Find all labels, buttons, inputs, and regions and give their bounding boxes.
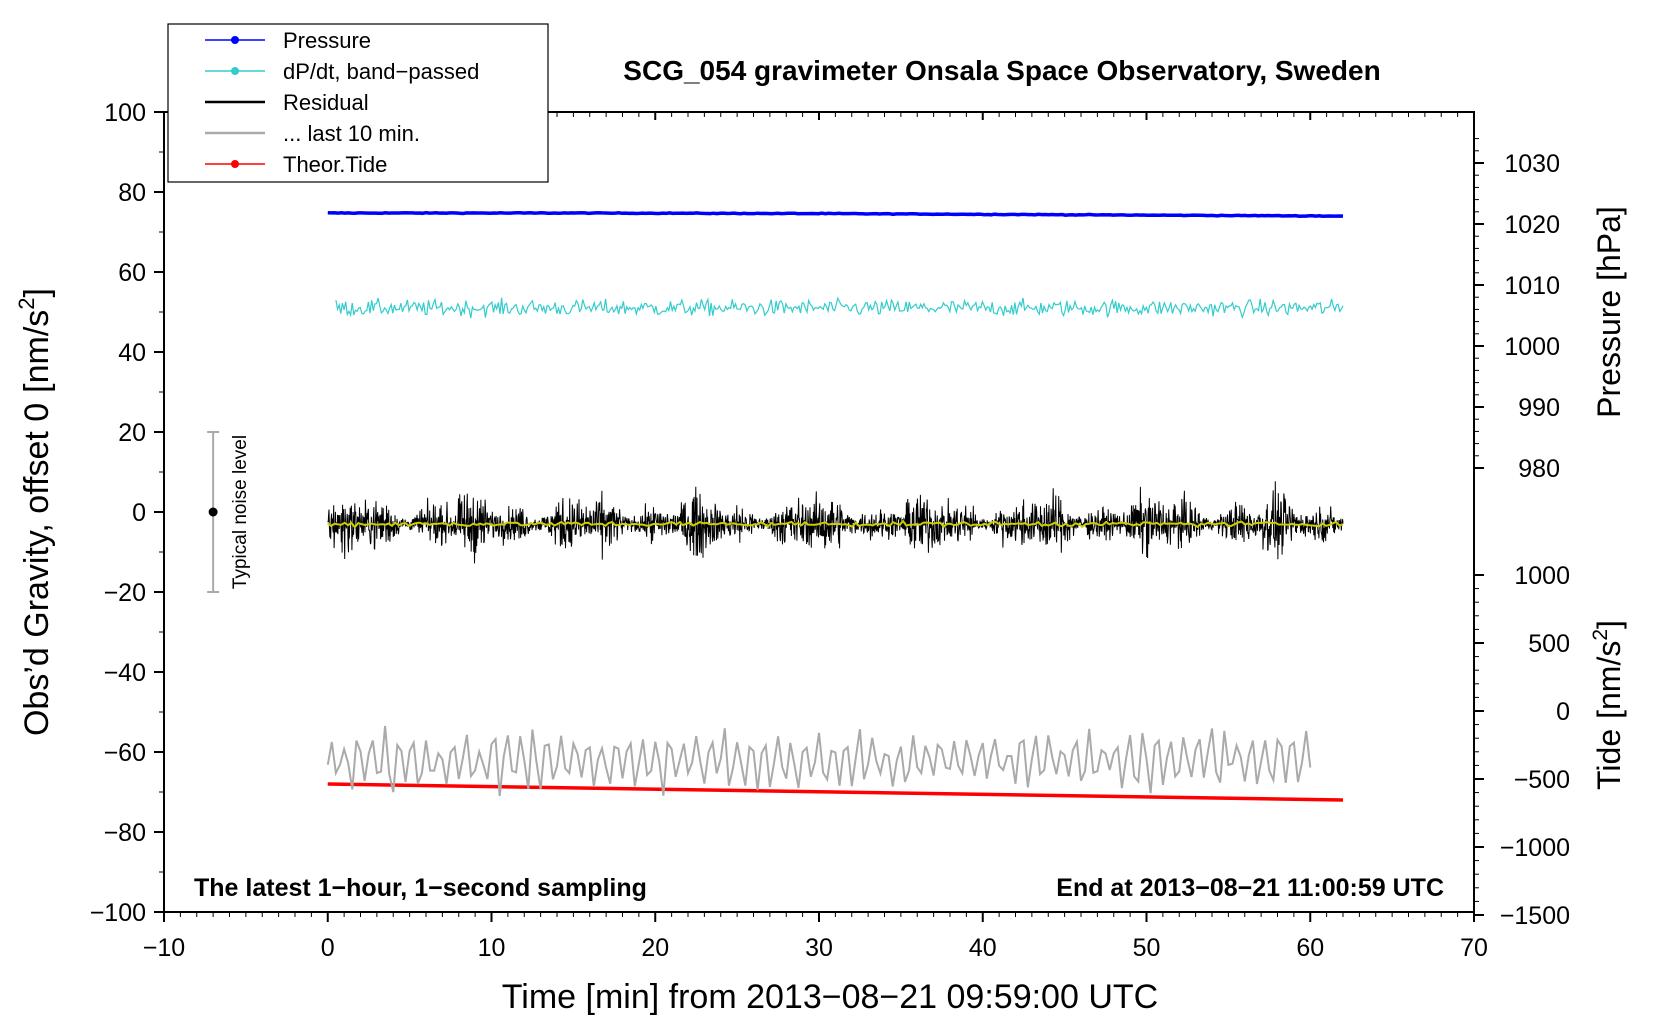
tide-tick-label: 1000 <box>1514 562 1570 590</box>
series-dpdt <box>335 296 1344 320</box>
y-axis-label-tide-text: Tide <box>1591 729 1627 790</box>
y-tick-label: −20 <box>104 579 146 607</box>
tide-tick-label: −500 <box>1514 766 1570 794</box>
y-tick-label: 60 <box>118 259 146 287</box>
tide-tick-label: 0 <box>1556 698 1570 726</box>
y-axis-label-main-unit-exp: 2 <box>14 297 39 309</box>
y-axis-label-tide-unit-exp: 2 <box>1589 629 1612 641</box>
tide-tick-label: −1500 <box>1500 902 1570 930</box>
y-axis-label-main-unit-close: ] <box>18 288 56 297</box>
y-axis-label-main-text: Obs’d Gravity, offset 0 <box>18 403 56 736</box>
series-residual <box>327 481 1344 564</box>
legend-marker <box>231 36 239 44</box>
y-tick-label: 0 <box>132 499 146 527</box>
series-residual-smoothed <box>327 519 1344 529</box>
y-tick-label: 40 <box>118 339 146 367</box>
y-axis-label-tide: Tide [nm/s2] <box>1589 620 1627 790</box>
y-tick-label: −80 <box>104 819 146 847</box>
x-axis-label: Time [min] from 2013−08−21 09:59:00 UTC <box>502 978 1158 1016</box>
y-axis-label-main: Obs’d Gravity, offset 0 [nm/s2] <box>14 288 56 736</box>
chart-title: SCG_054 gravimeter Onsala Space Observat… <box>623 55 1380 86</box>
legend-marker <box>231 160 239 168</box>
pressure-tick-label: 1020 <box>1504 211 1560 239</box>
legend-label: Theor.Tide <box>283 152 387 177</box>
y-axis-label-pressure: Pressure [hPa] <box>1591 206 1627 418</box>
series-pressure <box>327 210 1344 218</box>
pressure-tick-label: 1010 <box>1504 272 1560 300</box>
y-axis-label-tide-unit-close: ] <box>1591 620 1627 629</box>
y-tick-label: 20 <box>118 419 146 447</box>
legend-marker <box>231 67 239 75</box>
annotation-right: End at 2013−08−21 11:00:59 UTC <box>1056 874 1444 902</box>
y-axis-label-tide-unit: [nm/s <box>1591 641 1627 719</box>
x-tick-label: 60 <box>1296 934 1324 962</box>
pressure-tick-label: 1000 <box>1504 333 1560 361</box>
series-theor-tide <box>327 782 1344 802</box>
x-tick-label: 50 <box>1133 934 1161 962</box>
y-tick-label: −60 <box>104 739 146 767</box>
series-layer <box>326 210 1344 802</box>
y-tick-label: −40 <box>104 659 146 687</box>
pressure-tick-label: 980 <box>1518 455 1560 483</box>
legend-label: dP/dt, band−passed <box>283 59 479 84</box>
tide-tick-label: −1000 <box>1500 834 1570 862</box>
y-tick-label: −100 <box>90 899 146 927</box>
x-tick-label: −10 <box>143 934 185 962</box>
tide-tick-label: 500 <box>1528 630 1570 658</box>
pressure-tick-label: 990 <box>1518 394 1560 422</box>
annotation-left: The latest 1−hour, 1−second sampling <box>194 874 647 902</box>
x-tick-label: 40 <box>969 934 997 962</box>
x-tick-label: 70 <box>1460 934 1488 962</box>
y-tick-label: 100 <box>104 99 146 127</box>
series-last-10-min <box>326 725 1312 797</box>
noise-level-label: Typical noise level <box>230 435 251 589</box>
pressure-tick-label: 1030 <box>1504 150 1560 178</box>
noise-bar-center-dot <box>208 507 218 517</box>
legend-label: Pressure <box>283 28 371 53</box>
noise-level-bar <box>207 431 220 593</box>
legend: Pressure dP/dt, band−passed Residual ... la… <box>167 23 549 183</box>
x-tick-label: 0 <box>321 934 335 962</box>
x-tick-label: 30 <box>805 934 833 962</box>
y-tick-label: 80 <box>118 179 146 207</box>
y-axis-label-main-unit: [nm/s <box>18 310 56 393</box>
ticks-layer: −10 0 10 20 30 40 50 60 70−100−80−60−40−20020406… <box>90 99 1570 962</box>
legend-label: Residual <box>283 90 369 115</box>
x-tick-label: 20 <box>641 934 669 962</box>
x-tick-label: 10 <box>478 934 506 962</box>
legend-label: ... last 10 min. <box>283 121 420 146</box>
